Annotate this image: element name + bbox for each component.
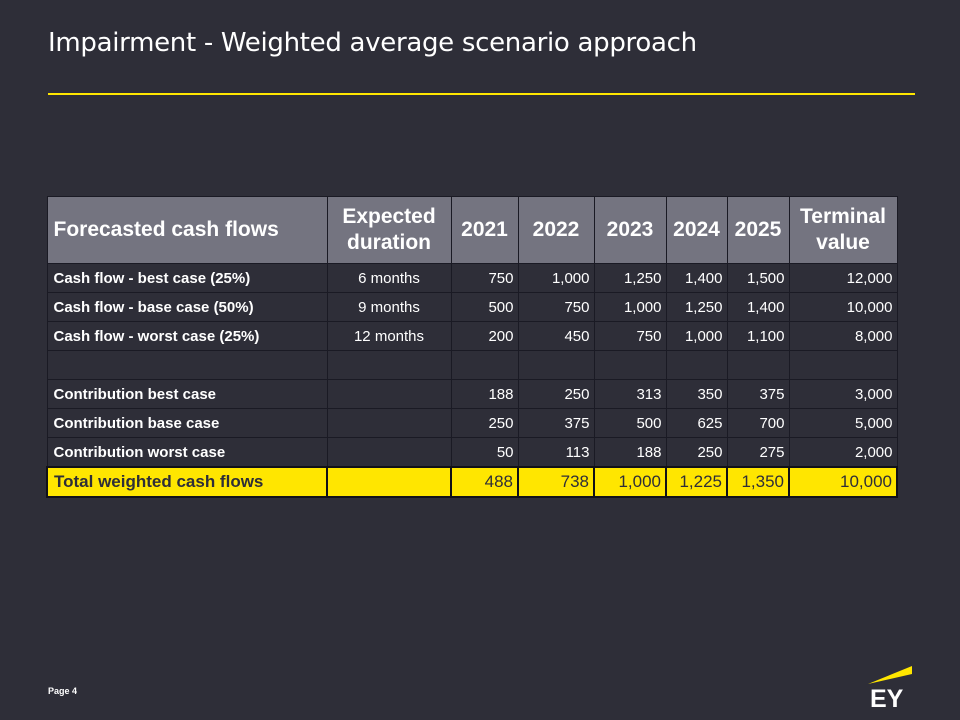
header-forecasted-cash-flows: Forecasted cash flows — [46, 196, 328, 264]
duration-cell — [326, 379, 452, 409]
value-cell: 750 — [593, 321, 667, 351]
header-terminal-value: Terminal value — [788, 196, 898, 264]
value-cell: 1,100 — [726, 321, 790, 351]
header-2022: 2022 — [517, 196, 595, 264]
table-header-row: Forecasted cash flows Expected duration … — [46, 196, 898, 264]
value-cell: 450 — [517, 321, 595, 351]
value-cell: 1,500 — [726, 263, 790, 293]
value-cell: 10,000 — [788, 466, 898, 498]
value-cell: 50 — [450, 437, 519, 468]
duration-cell — [326, 408, 452, 438]
value-cell: 1,000 — [593, 292, 667, 322]
value-cell: 1,000 — [517, 263, 595, 293]
value-cell: 188 — [593, 437, 667, 468]
duration-cell: 9 months — [326, 292, 452, 322]
value-cell: 375 — [726, 379, 790, 409]
header-2025: 2025 — [726, 196, 790, 264]
svg-text:EY: EY — [870, 685, 904, 710]
header-2024: 2024 — [665, 196, 728, 264]
value-cell: 250 — [665, 437, 728, 468]
value-cell: 200 — [450, 321, 519, 351]
value-cell: 275 — [726, 437, 790, 468]
header-2021: 2021 — [450, 196, 519, 264]
value-cell: 1,400 — [665, 263, 728, 293]
row-label: Cash flow - worst case (25%) — [46, 321, 328, 351]
header-2023: 2023 — [593, 196, 667, 264]
spacer-cell — [665, 350, 728, 380]
row-label: Cash flow - base case (50%) — [46, 292, 328, 322]
ey-logo: EY — [868, 666, 912, 710]
value-cell: 188 — [450, 379, 519, 409]
duration-cell — [326, 466, 452, 498]
value-cell: 12,000 — [788, 263, 898, 293]
value-cell: 3,000 — [788, 379, 898, 409]
value-cell: 10,000 — [788, 292, 898, 322]
spacer-cell — [788, 350, 898, 380]
row-label: Total weighted cash flows — [46, 466, 328, 498]
value-cell: 1,000 — [593, 466, 667, 498]
value-cell: 625 — [665, 408, 728, 438]
table-row-worst-case: Cash flow - worst case (25%) 12 months 2… — [46, 321, 898, 351]
row-label: Cash flow - best case (25%) — [46, 263, 328, 293]
table-row-best-case: Cash flow - best case (25%) 6 months 750… — [46, 263, 898, 293]
value-cell: 750 — [517, 292, 595, 322]
value-cell: 313 — [593, 379, 667, 409]
value-cell: 700 — [726, 408, 790, 438]
row-label: Contribution best case — [46, 379, 328, 409]
value-cell: 500 — [593, 408, 667, 438]
row-label: Contribution base case — [46, 408, 328, 438]
value-cell: 750 — [450, 263, 519, 293]
value-cell: 1,000 — [665, 321, 728, 351]
table-row-contribution-worst: Contribution worst case 50 113 188 250 2… — [46, 437, 898, 468]
spacer-cell — [450, 350, 519, 380]
value-cell: 5,000 — [788, 408, 898, 438]
duration-cell — [326, 437, 452, 468]
duration-cell: 12 months — [326, 321, 452, 351]
spacer-cell — [726, 350, 790, 380]
spacer-cell — [593, 350, 667, 380]
table-spacer-row — [46, 350, 898, 380]
page-number: Page 4 — [48, 686, 78, 696]
value-cell: 1,400 — [726, 292, 790, 322]
value-cell: 1,225 — [665, 466, 728, 498]
value-cell: 488 — [450, 466, 519, 498]
title-underline — [48, 93, 915, 95]
value-cell: 350 — [665, 379, 728, 409]
spacer-cell — [326, 350, 452, 380]
value-cell: 2,000 — [788, 437, 898, 468]
table-row-total-weighted: Total weighted cash flows 488 738 1,000 … — [46, 466, 898, 498]
header-expected-duration: Expected duration — [326, 196, 452, 264]
value-cell: 375 — [517, 408, 595, 438]
value-cell: 8,000 — [788, 321, 898, 351]
value-cell: 1,350 — [726, 466, 790, 498]
value-cell: 1,250 — [593, 263, 667, 293]
value-cell: 1,250 — [665, 292, 728, 322]
cash-flow-table: Forecasted cash flows Expected duration … — [46, 196, 898, 498]
row-label: Contribution worst case — [46, 437, 328, 468]
duration-cell: 6 months — [326, 263, 452, 293]
spacer-cell — [517, 350, 595, 380]
value-cell: 500 — [450, 292, 519, 322]
table-row-contribution-best: Contribution best case 188 250 313 350 3… — [46, 379, 898, 409]
value-cell: 250 — [517, 379, 595, 409]
table-row-base-case: Cash flow - base case (50%) 9 months 500… — [46, 292, 898, 322]
value-cell: 113 — [517, 437, 595, 468]
spacer-cell — [46, 350, 328, 380]
value-cell: 250 — [450, 408, 519, 438]
slide-title: Impairment - Weighted average scenario a… — [48, 28, 697, 58]
table-row-contribution-base: Contribution base case 250 375 500 625 7… — [46, 408, 898, 438]
value-cell: 738 — [517, 466, 595, 498]
